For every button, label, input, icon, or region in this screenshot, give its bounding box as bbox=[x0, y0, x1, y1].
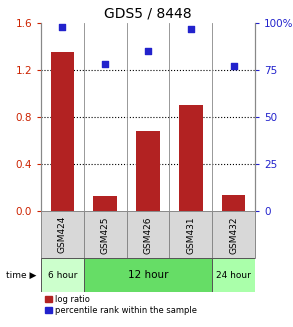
Text: 6 hour: 6 hour bbox=[48, 271, 77, 280]
Text: GSM424: GSM424 bbox=[58, 216, 67, 253]
Title: GDS5 / 8448: GDS5 / 8448 bbox=[104, 6, 192, 20]
Text: GSM425: GSM425 bbox=[101, 216, 110, 253]
FancyBboxPatch shape bbox=[84, 211, 127, 258]
FancyBboxPatch shape bbox=[84, 258, 212, 292]
FancyBboxPatch shape bbox=[127, 211, 169, 258]
FancyBboxPatch shape bbox=[169, 211, 212, 258]
Text: GSM426: GSM426 bbox=[144, 216, 152, 253]
Bar bbox=[179, 105, 202, 211]
Bar bbox=[93, 196, 117, 211]
Text: 24 hour: 24 hour bbox=[216, 271, 251, 280]
Text: GSM431: GSM431 bbox=[186, 216, 195, 253]
Bar bbox=[222, 195, 245, 211]
Point bbox=[60, 24, 65, 29]
Legend: log ratio, percentile rank within the sample: log ratio, percentile rank within the sa… bbox=[45, 295, 197, 315]
Bar bbox=[51, 52, 74, 211]
Point bbox=[231, 63, 236, 69]
FancyBboxPatch shape bbox=[212, 211, 255, 258]
Text: GSM432: GSM432 bbox=[229, 216, 238, 253]
FancyBboxPatch shape bbox=[212, 258, 255, 292]
Text: 12 hour: 12 hour bbox=[128, 270, 168, 280]
Point bbox=[188, 26, 193, 31]
FancyBboxPatch shape bbox=[41, 258, 84, 292]
FancyBboxPatch shape bbox=[41, 211, 84, 258]
Bar bbox=[136, 131, 160, 211]
Text: time ▶: time ▶ bbox=[6, 271, 37, 280]
Point bbox=[146, 48, 150, 54]
Point bbox=[103, 62, 108, 67]
